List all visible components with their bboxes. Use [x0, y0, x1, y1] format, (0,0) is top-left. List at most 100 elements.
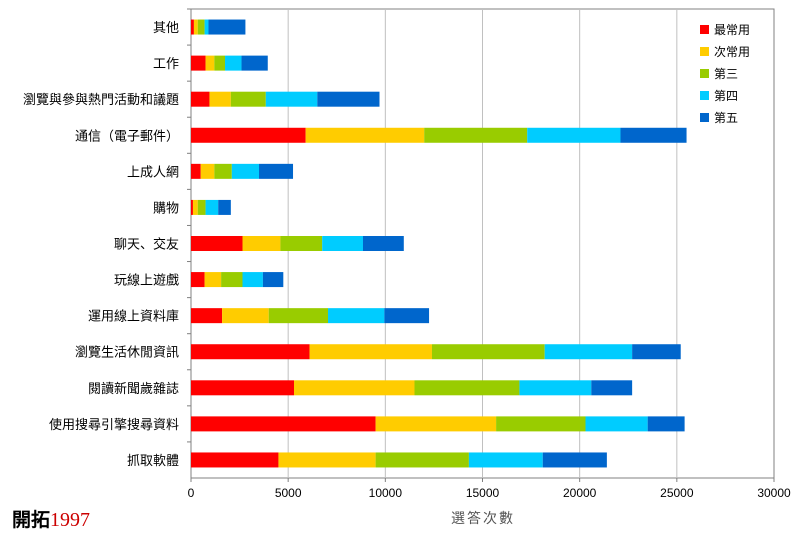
legend-swatch — [700, 113, 709, 122]
bar-segment — [242, 236, 281, 251]
bar-segment — [221, 272, 243, 288]
bar-segment — [191, 55, 206, 71]
category-label: 其他 — [153, 21, 179, 36]
bar-segment — [542, 452, 607, 468]
bar-segment — [222, 308, 269, 324]
legend-swatch — [700, 25, 709, 34]
category-label: 購物 — [153, 201, 179, 216]
bar-segment — [468, 452, 543, 468]
bar-segment — [309, 344, 432, 360]
bar-segment — [191, 19, 194, 35]
bar-segment — [230, 91, 266, 107]
category-label: 工作 — [153, 57, 179, 72]
category-label: 閱讀新聞歲雜誌 — [88, 381, 179, 397]
category-label: 通信（電子郵件） — [75, 129, 179, 144]
bar-segment — [544, 344, 633, 360]
x-tick-label: 15000 — [466, 486, 500, 500]
bar-segment — [519, 380, 592, 396]
bar-segment — [384, 308, 430, 324]
bar-segment — [241, 55, 268, 71]
bar-segment — [191, 452, 279, 468]
bar-segment — [191, 236, 243, 251]
legend-label: 第五 — [714, 111, 738, 125]
legend-label: 最常用 — [714, 23, 750, 37]
bar-segment — [218, 199, 231, 215]
bar-segment — [191, 308, 223, 324]
legend-label: 第三 — [714, 67, 738, 81]
bar-segment — [191, 380, 294, 396]
bar-segment — [209, 91, 231, 107]
bar-segment — [375, 416, 497, 432]
category-label: 運用線上資料庫 — [88, 309, 179, 325]
legend-swatch — [700, 91, 709, 100]
bar-segment — [205, 199, 219, 215]
bar-segment — [280, 236, 323, 251]
bar-segment — [647, 416, 685, 432]
category-label: 瀏覽生活休閒資訊 — [75, 346, 179, 361]
x-tick-label: 5000 — [275, 486, 302, 500]
x-tick-label: 25000 — [660, 486, 694, 500]
x-axis-label: 選答次數 — [451, 510, 515, 527]
bar-segment — [191, 127, 306, 143]
bar-segment — [362, 236, 404, 251]
x-tick-label: 30000 — [757, 486, 791, 500]
legend-label: 次常用 — [714, 45, 750, 59]
bar-segment — [591, 380, 633, 396]
legend-swatch — [700, 69, 709, 78]
category-label: 聊天、交友 — [114, 237, 179, 253]
x-tick-label: 0 — [188, 486, 195, 500]
bar-segment — [278, 452, 376, 468]
bar-segment — [191, 199, 193, 215]
bar-segment — [632, 344, 681, 360]
x-axis-ticks: 0 5000 10000 15000 20000 25000 30000 — [188, 478, 791, 500]
bar-segment — [414, 380, 520, 396]
bar-segment — [192, 199, 198, 215]
bar-segment — [259, 163, 294, 179]
category-label: 玩線上遊戲 — [114, 273, 179, 289]
bar-segment — [322, 236, 363, 251]
brand-logo: 開拓1997 — [12, 505, 90, 532]
bar-segment — [225, 55, 242, 71]
bar-segment — [431, 344, 545, 360]
legend-label: 第四 — [714, 89, 738, 103]
brand-name: 開拓 — [12, 509, 51, 531]
x-tick-label: 20000 — [563, 486, 597, 500]
bar-segment — [527, 127, 621, 143]
bar-segment — [262, 272, 284, 288]
bars — [191, 19, 687, 468]
bar-segment — [191, 272, 205, 288]
bar-segment — [200, 163, 215, 179]
bar-segment — [204, 272, 222, 288]
bar-segment — [191, 91, 210, 107]
bar-segment — [293, 380, 415, 396]
bar-segment — [214, 163, 232, 179]
bar-segment — [585, 416, 648, 432]
bar-segment — [265, 91, 318, 107]
category-label: 上成人網 — [127, 165, 179, 180]
bar-segment — [214, 55, 226, 71]
bar-segment — [191, 416, 376, 432]
category-label: 使用搜尋引擎搜尋資料 — [49, 417, 179, 433]
bar-segment — [268, 308, 329, 324]
bar-segment — [305, 127, 425, 143]
bar-segment — [231, 163, 260, 179]
bar-segment — [375, 452, 469, 468]
bar-segment — [197, 19, 205, 35]
legend-swatch — [700, 47, 709, 56]
category-label: 瀏覽與參與熱門活動和議題 — [23, 93, 179, 108]
bar-segment — [620, 127, 687, 143]
bar-segment — [191, 163, 201, 179]
bar-segment — [205, 55, 215, 71]
bar-segment — [317, 91, 380, 107]
x-tick-label: 10000 — [369, 486, 403, 500]
brand-year: 1997 — [50, 509, 91, 531]
bar-segment — [197, 199, 206, 215]
bar-segment — [208, 19, 246, 35]
bar-segment — [204, 19, 209, 35]
bar-segment — [191, 344, 310, 360]
bar-segment — [496, 416, 586, 432]
bar-segment — [193, 19, 198, 35]
